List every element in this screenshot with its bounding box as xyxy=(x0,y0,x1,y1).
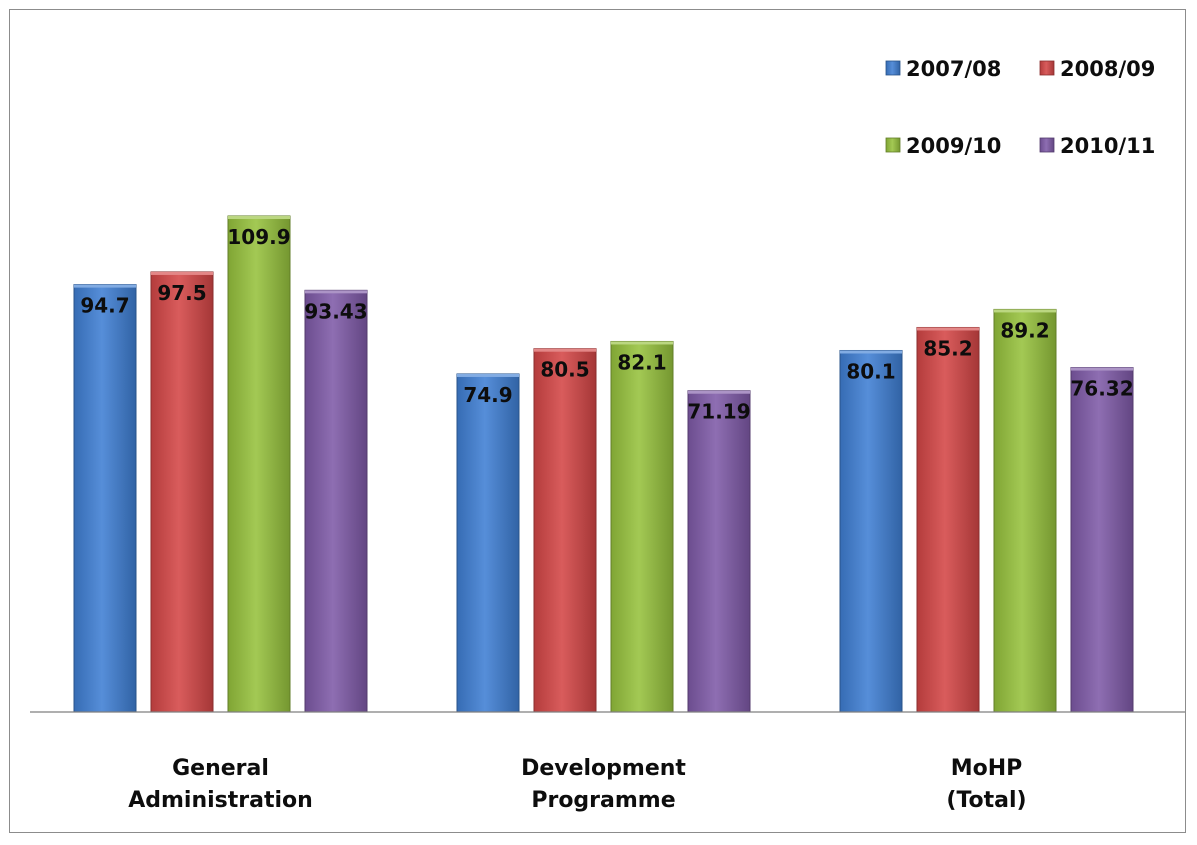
bar-2010-11-cat-1 xyxy=(687,390,751,713)
bar-2007-08-cat-1 xyxy=(456,373,520,713)
data-label: 71.19 xyxy=(687,400,750,424)
data-label: 109.9 xyxy=(227,225,290,249)
bar-top-highlight xyxy=(840,350,902,354)
category-labels-layer: General Administration Development Programm… xyxy=(128,756,1026,813)
data-label: 97.5 xyxy=(157,281,206,305)
legend-swatch xyxy=(1039,137,1055,153)
legend-swatch xyxy=(885,137,901,153)
data-label: 80.1 xyxy=(846,359,895,383)
bar-2009-10-cat-2 xyxy=(993,308,1057,713)
bar-top-highlight xyxy=(688,390,750,394)
bar-top-highlight xyxy=(994,309,1056,313)
category-label: General Administration xyxy=(128,756,313,813)
legend-entry-label: 2009/10 xyxy=(906,134,1001,158)
data-label: 85.2 xyxy=(923,336,972,360)
bar-top-highlight xyxy=(611,341,673,345)
category-label: Development Programme xyxy=(521,756,686,813)
category-label: MoHP (Total) xyxy=(946,756,1026,813)
bar-2008-09-cat-0 xyxy=(150,271,214,713)
data-label: 74.9 xyxy=(463,383,512,407)
bar-top-highlight xyxy=(74,284,136,288)
legend-entry-label: 2010/11 xyxy=(1060,134,1155,158)
data-label: 76.32 xyxy=(1070,377,1133,401)
legend-swatch xyxy=(1039,60,1055,76)
bar-top-highlight xyxy=(457,373,519,377)
bar-2008-09-cat-2 xyxy=(916,326,980,713)
bar-2007-08-cat-2 xyxy=(839,349,903,713)
legend-swatch xyxy=(885,60,901,76)
bar-2010-11-cat-0 xyxy=(304,289,368,713)
bar-top-highlight xyxy=(1071,367,1133,371)
data-label: 93.43 xyxy=(304,299,367,323)
bar-top-highlight xyxy=(917,327,979,331)
bar-top-highlight xyxy=(151,271,213,275)
bar-top-highlight xyxy=(228,216,290,219)
data-label: 82.1 xyxy=(617,350,666,374)
legend-entry-label: 2007/08 xyxy=(906,57,1001,81)
bar-2009-10-cat-0 xyxy=(227,215,291,713)
bar-2009-10-cat-1 xyxy=(610,340,674,713)
bar-2007-08-cat-0 xyxy=(73,284,137,713)
bar-top-highlight xyxy=(305,290,367,294)
data-labels-layer: 94.7 74.9 80.1 97.5 80.5 85.2 109.9 82.1 89.2 93.… xyxy=(80,225,1133,424)
legend-entry-label: 2008/09 xyxy=(1060,57,1155,81)
chart-frame: 94.7 74.9 80.1 97.5 80.5 85.2 109.9 82.1 89.2 93.… xyxy=(9,9,1186,833)
bar-top-highlight xyxy=(534,348,596,352)
bar-2008-09-cat-1 xyxy=(533,348,597,713)
legend: 2007/08 2008/09 2009/10 2010/11 xyxy=(885,57,1155,158)
bar-2010-11-cat-2 xyxy=(1070,367,1134,713)
bar-chart: 94.7 74.9 80.1 97.5 80.5 85.2 109.9 82.1 89.2 93.… xyxy=(30,57,1185,813)
data-label: 94.7 xyxy=(80,294,129,318)
data-label: 80.5 xyxy=(540,358,589,382)
data-label: 89.2 xyxy=(1000,318,1049,342)
bars-layer xyxy=(73,215,1134,713)
